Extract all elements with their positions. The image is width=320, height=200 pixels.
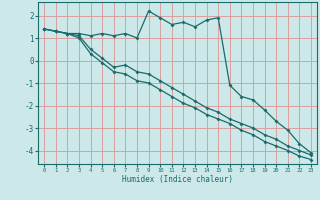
X-axis label: Humidex (Indice chaleur): Humidex (Indice chaleur) <box>122 175 233 184</box>
